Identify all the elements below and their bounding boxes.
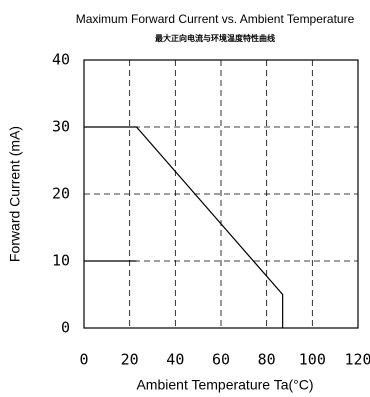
x-tick-label: 40 [166, 351, 184, 369]
y-tick-label: 30 [52, 118, 70, 136]
data-line [84, 126, 284, 328]
x-tick-label: 100 [299, 351, 326, 369]
y-tick-label: 20 [52, 185, 70, 203]
x-tick-label: 0 [79, 351, 88, 369]
y-tick-label: 0 [61, 319, 70, 337]
y-tick-label: 40 [52, 51, 70, 69]
y-axis-label: Forward Current (mA) [7, 126, 23, 262]
x-tick-label: 60 [212, 351, 230, 369]
chart-subtitle: 最大正向电流与环境温度特性曲线 [155, 33, 275, 43]
x-tick-label: 20 [121, 351, 139, 369]
chart-title: Maximum Forward Current vs. Ambient Temp… [76, 12, 355, 26]
x-tick-label: 120 [344, 351, 370, 369]
x-axis-label: Ambient Temperature Ta(°C) [136, 377, 313, 393]
plot-frame [83, 59, 359, 329]
x-tick-label: 80 [258, 351, 276, 369]
y-tick-label: 10 [52, 252, 70, 270]
